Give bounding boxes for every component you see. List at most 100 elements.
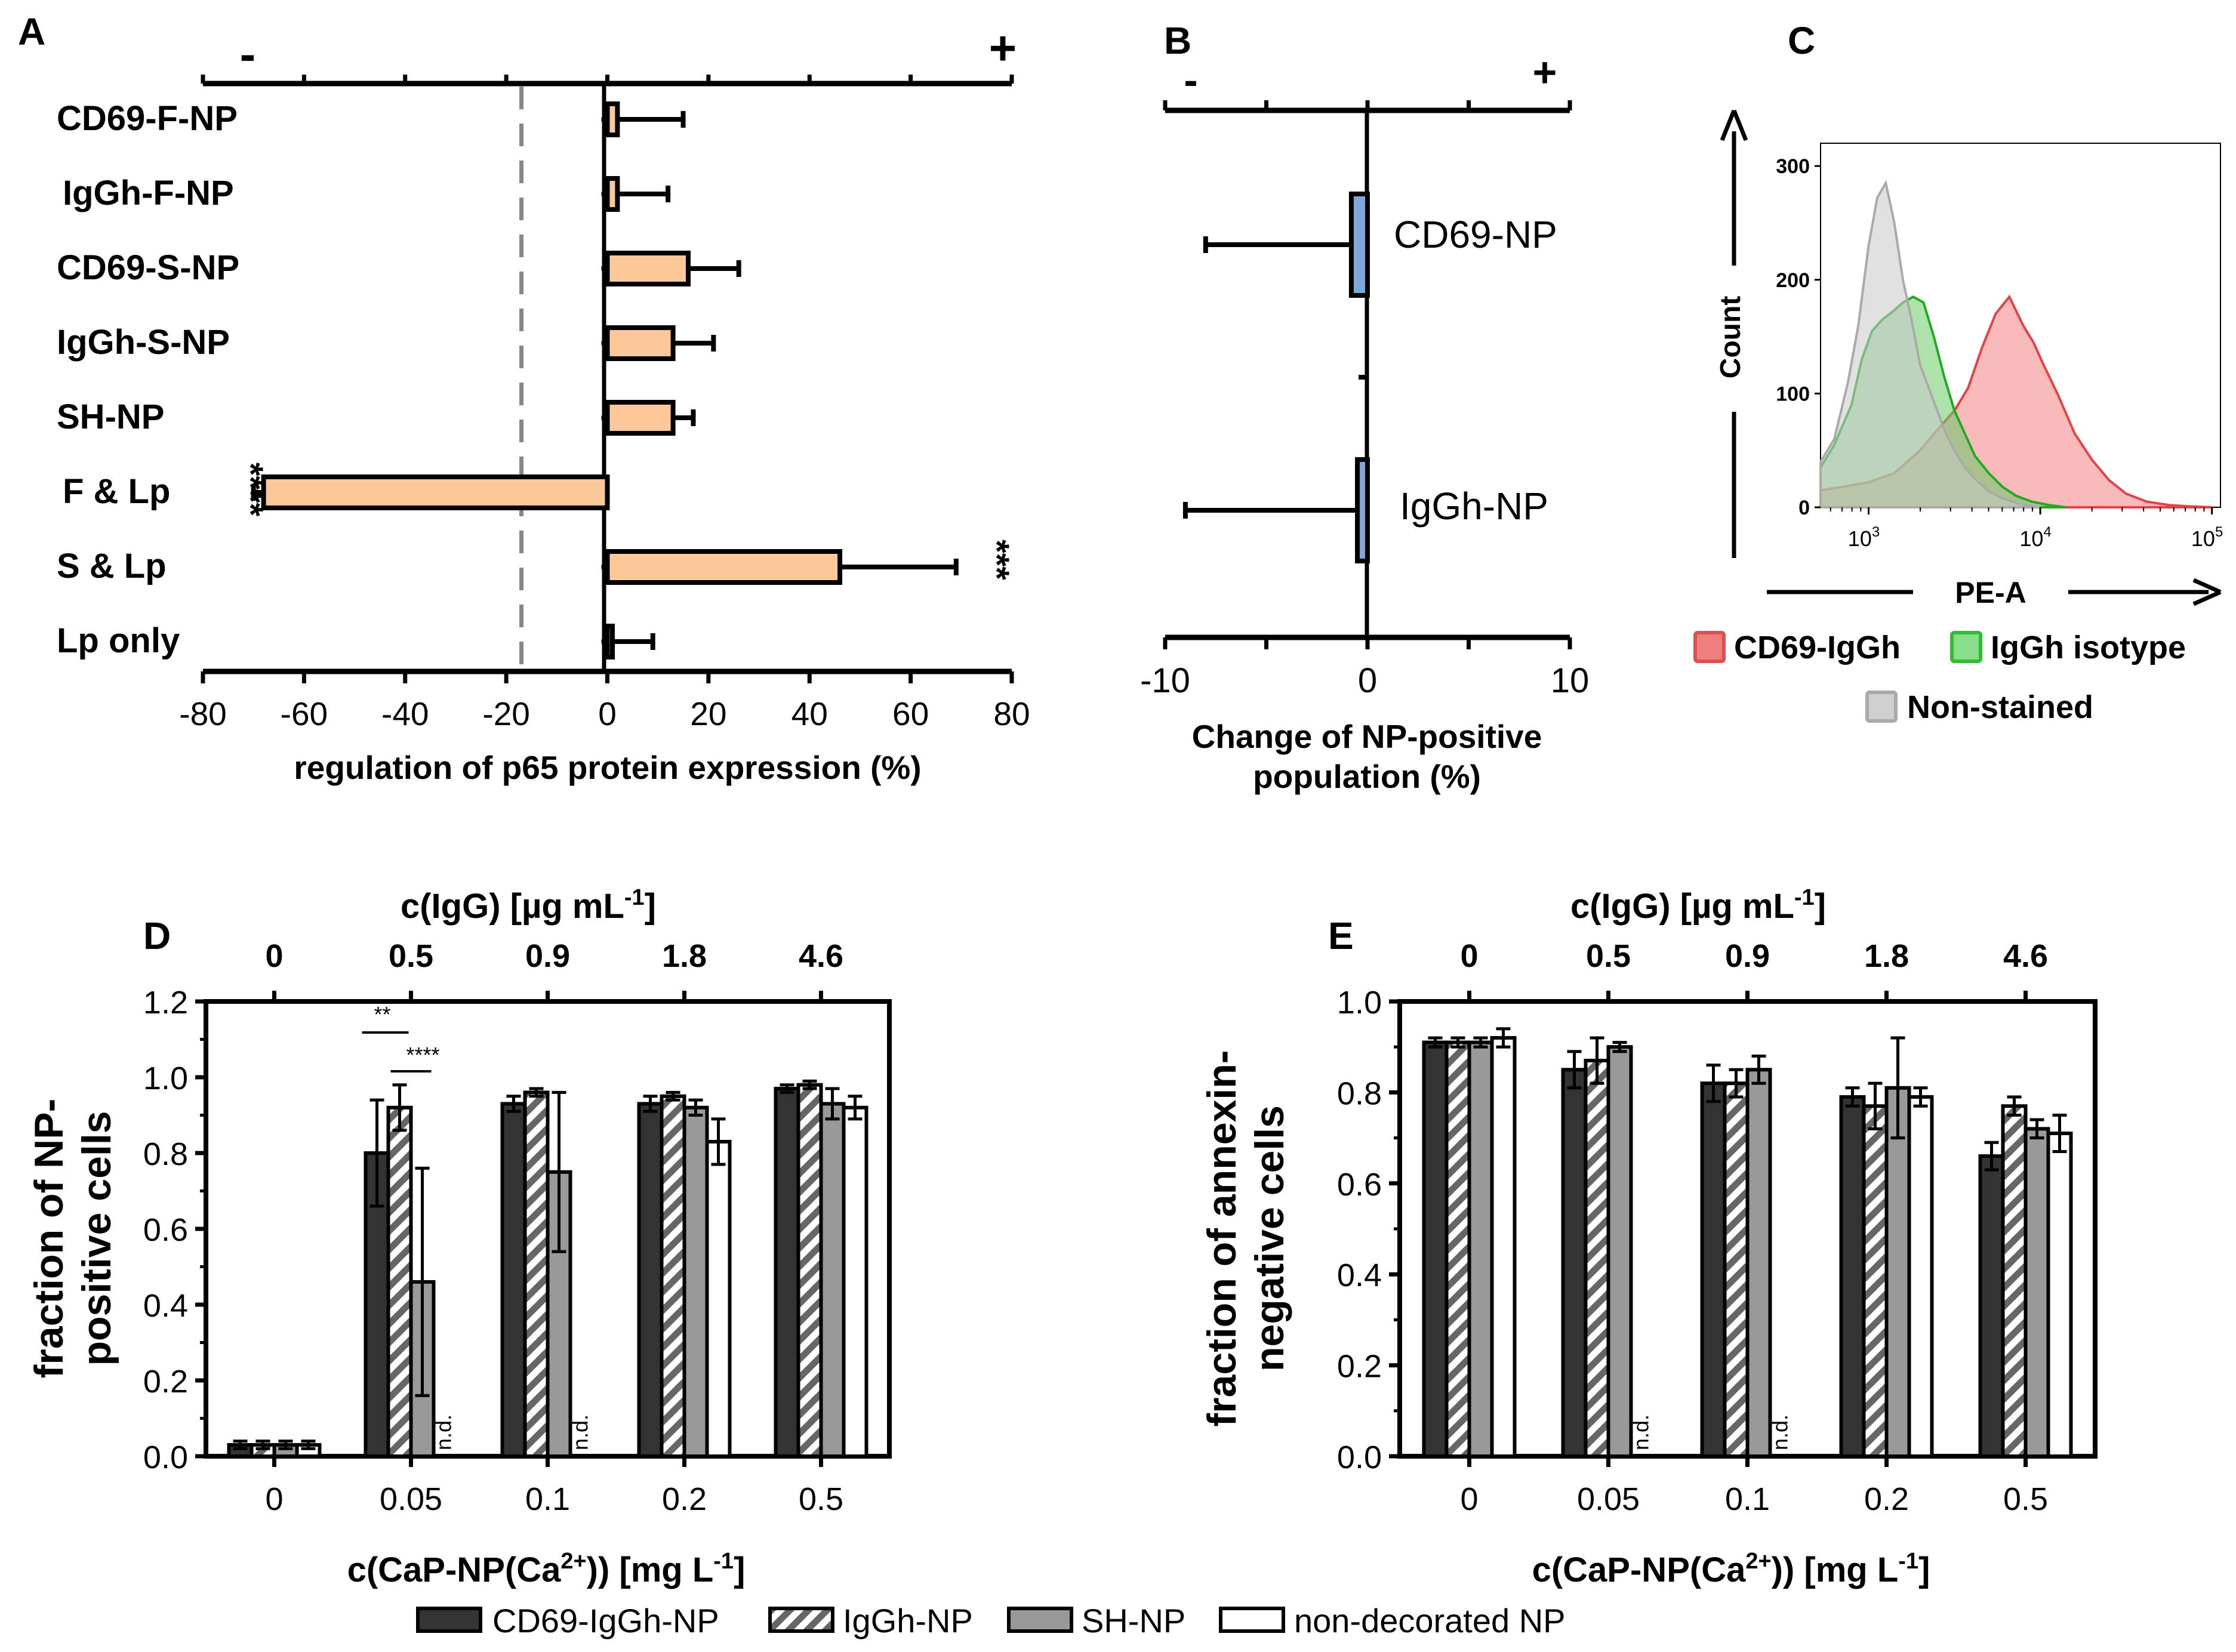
significance-label: **	[374, 1002, 390, 1027]
panel-d-top-title: c(IgG) [µg mL-1]	[401, 885, 656, 926]
x-tick-label: 105	[2191, 524, 2223, 551]
panel-a-significance: ****	[231, 463, 270, 517]
panel-a-xticks: -80 -60 -40 -20 0 20 40 60 80	[179, 671, 1030, 732]
top-tick-label: 0	[1460, 938, 1478, 974]
bar	[1490, 1035, 1517, 1458]
panel-a-top-ticks	[201, 75, 1014, 84]
x-tick-label: 0.5	[2003, 1481, 2048, 1517]
panel-c-label: C	[1788, 19, 1815, 62]
y-tick-label: 0.4	[143, 1288, 188, 1324]
panel-c-xlabel: PE-A	[1955, 576, 2026, 609]
bar	[842, 1105, 868, 1459]
top-tick-label: 0.9	[1725, 938, 1770, 974]
bar	[605, 400, 676, 436]
not-determined-label: n.d.	[568, 1414, 593, 1450]
y-tick-label: 0.4	[1337, 1258, 1382, 1293]
x-tick-label: 0.5	[799, 1481, 843, 1517]
panel-e-top-title-end: ]	[1815, 887, 1826, 926]
bar	[1862, 1104, 1889, 1458]
x-tick-exponent: 5	[2215, 524, 2223, 540]
legend-label-isotype: IgGh isotype	[1991, 630, 2186, 665]
bar	[796, 1083, 823, 1458]
x-tick-label: 40	[791, 695, 828, 732]
legend-label-cd69-igg: CD69-IgGh	[1734, 630, 1901, 665]
histogram-non-stained	[1819, 180, 2041, 508]
x-tick-label: 103	[1848, 524, 1880, 551]
bar	[605, 624, 615, 659]
bar	[660, 1094, 686, 1458]
x-tick-label: 0.05	[380, 1481, 442, 1517]
x-tick-label: -80	[179, 695, 227, 732]
panel-a-label: A	[18, 10, 45, 53]
bar	[1348, 192, 1370, 298]
panel-c-pea-arrow-head	[2192, 578, 2222, 606]
bar	[1745, 1068, 1772, 1459]
y-tick-label: 0.2	[143, 1364, 188, 1400]
bar	[1445, 1040, 1471, 1458]
panel-b-xlabel-line1: Change of NP-positive	[1192, 718, 1542, 755]
not-determined-label: n.d.	[432, 1414, 456, 1450]
bar	[605, 176, 620, 212]
panel-a-category: SH-NP	[57, 397, 164, 436]
top-tick-label: 1.8	[1864, 938, 1909, 974]
significance-label: ****	[406, 1043, 439, 1067]
panel-b-top-plus: +	[1533, 49, 1557, 95]
panel-a-bars	[251, 101, 959, 659]
panel-b-label: B	[1164, 19, 1191, 62]
panel-e-top-title-sup: -1	[1794, 885, 1815, 910]
x-tick-label: 60	[892, 695, 929, 732]
x-tick-label: 0	[598, 695, 617, 732]
legend-label-non-decorated: non-decorated NP	[1294, 1602, 1566, 1639]
y-tick-label: 100	[1776, 383, 1810, 405]
panel-b-top-minus: -	[1184, 57, 1197, 103]
y-tick-label: 200	[1776, 269, 1810, 292]
x-tick-base: 10	[2019, 526, 2043, 551]
x-tick-exponent: 3	[1872, 524, 1880, 540]
panel-a-category: S & Lp	[57, 547, 167, 585]
not-determined-label: n.d.	[1768, 1414, 1793, 1450]
panel-e-top-title-text: c(IgG) [µg mL	[1570, 887, 1794, 926]
panel-e-plot: 0.0 0.2 0.4 0.6 0.8 1.0 0 0 0.05 0.5 n.d. 0.1 0.9 n.d…	[1337, 938, 2098, 1517]
y-tick-label: 1.0	[1337, 985, 1382, 1021]
y-tick-label: 0.6	[1337, 1167, 1382, 1203]
panel-d-xlabel-mid: )) [mg L	[587, 1551, 714, 1589]
top-tick-label: 4.6	[799, 938, 843, 974]
x-tick-base: 10	[1848, 526, 1872, 551]
panel-e-top-title: c(IgG) [µg mL-1]	[1570, 885, 1826, 926]
legend-label-nonstained: Non-stained	[1907, 689, 2093, 725]
bar	[637, 1102, 664, 1458]
bar	[1907, 1095, 1934, 1458]
panel-d-xlabel-sup2: -1	[713, 1549, 734, 1574]
panel-d-xlabel-text: c(CaP-NP(Ca	[347, 1551, 561, 1589]
top-tick-label: 0.9	[525, 938, 570, 974]
bar	[1723, 1081, 1750, 1459]
panel-a-xlabel: regulation of p65 protein expression (%)	[294, 749, 921, 786]
panel-a-category: Lp only	[57, 621, 180, 660]
panel-e-xlabel-sup2: -1	[1898, 1549, 1918, 1574]
panel-d-label: D	[143, 914, 171, 957]
legend-label-sh-np: SH-NP	[1082, 1602, 1185, 1639]
y-tick-label: 1.0	[143, 1061, 188, 1096]
panel-e-xlabel-text: c(CaP-NP(Ca	[1532, 1551, 1746, 1589]
panel-a: A - + -80 -60 -40 -20 0 20 40 60 80 CD69-F-NP Ig…	[18, 10, 1030, 786]
bar	[386, 1105, 413, 1459]
x-tick-label: 0.1	[1725, 1481, 1770, 1517]
panel-d-xlabel-sup1: 2+	[560, 1549, 586, 1574]
panel-b: B - + -10 0 10 CD69-NP IgGh-NP Change of N…	[1140, 19, 1589, 795]
bar	[1884, 1086, 1911, 1458]
x-tick-label: 0.1	[525, 1481, 570, 1517]
panel-a-category: CD69-F-NP	[57, 99, 238, 138]
panel-c-xticks: 103 104 105	[1830, 507, 2223, 551]
y-tick-label: 0.6	[143, 1212, 188, 1248]
x-tick-label: 10	[1551, 661, 1590, 700]
panel-e-ylabel-line2: negative cells	[1247, 1105, 1292, 1371]
panel-d-top-title-sup: -1	[624, 885, 645, 910]
panel-a-category: CD69-S-NP	[57, 248, 239, 287]
panel-b-xlabel-line2: population (%)	[1253, 758, 1481, 795]
panel-c-plot	[1819, 143, 2221, 508]
x-tick-label: 0.2	[662, 1481, 707, 1517]
panel-c-count-arrow-head	[1720, 109, 1748, 141]
bar	[705, 1139, 732, 1458]
x-tick-label: -60	[281, 695, 328, 732]
